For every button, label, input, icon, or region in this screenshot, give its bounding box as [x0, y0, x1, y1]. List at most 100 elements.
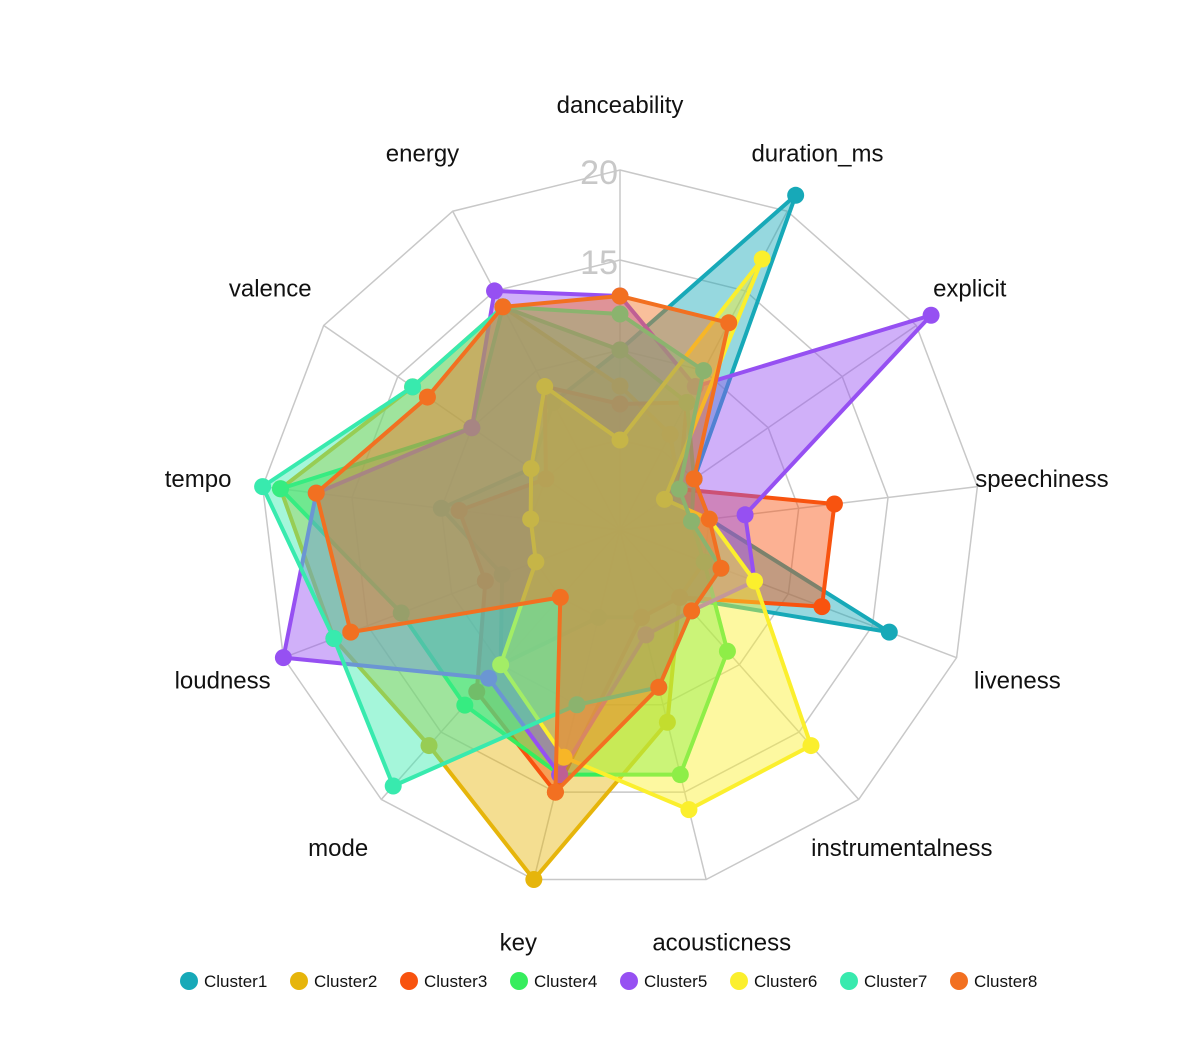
data-point: [527, 553, 545, 571]
axis-spoke: [619, 485, 978, 531]
legend-swatch: [290, 972, 308, 990]
data-point: [392, 604, 410, 622]
axis-label: valence: [229, 276, 312, 303]
series-cluster8: [307, 287, 738, 801]
axis-label: acousticness: [652, 930, 791, 957]
data-point: [418, 388, 436, 406]
data-point: [671, 588, 689, 606]
data-point: [802, 737, 820, 755]
data-point: [384, 777, 402, 795]
axis-label: tempo: [165, 466, 232, 493]
axis-label: loudness: [175, 668, 271, 695]
data-point: [537, 470, 555, 488]
legend-label: Cluster3: [424, 972, 487, 991]
data-point: [544, 393, 562, 411]
legend-item: Cluster7: [840, 972, 927, 991]
series-area: [281, 288, 934, 777]
legend-item: Cluster3: [400, 972, 487, 991]
data-point: [420, 737, 438, 755]
data-point: [536, 378, 554, 396]
series-cluster7: [254, 298, 730, 795]
data-point: [492, 656, 510, 674]
data-point: [633, 608, 651, 626]
axis-label: speechiness: [975, 466, 1108, 493]
data-point: [546, 783, 564, 801]
data-point: [493, 566, 511, 584]
axis-spoke: [619, 529, 860, 800]
legend-item: Cluster8: [950, 972, 1037, 991]
data-point: [682, 512, 700, 530]
data-point: [650, 678, 668, 696]
data-point: [271, 480, 289, 498]
data-point: [655, 490, 673, 508]
axis-spoke: [452, 210, 621, 531]
axis-label-layer: danceability duration_ms explicit speechine…: [165, 92, 1109, 957]
legend-layer: Cluster1 Cluster2 Cluster3 Cluster4 Cluster5…: [180, 972, 1037, 991]
data-point: [700, 510, 718, 528]
legend-swatch: [950, 972, 968, 990]
data-point: [555, 748, 573, 766]
data-point: [589, 608, 607, 626]
legend-item: Cluster5: [620, 972, 707, 991]
legend-item: Cluster4: [510, 972, 597, 991]
data-point: [325, 630, 343, 648]
axis-label: duration_ms: [751, 141, 883, 168]
legend-label: Cluster4: [534, 972, 597, 991]
legend-label: Cluster7: [864, 972, 927, 991]
data-point: [468, 683, 486, 701]
data-point: [670, 480, 688, 498]
data-point: [712, 559, 730, 577]
legend-label: Cluster5: [644, 972, 707, 991]
data-point: [680, 801, 698, 819]
data-point: [611, 395, 629, 413]
data-point: [404, 378, 422, 396]
data-point: [525, 871, 543, 889]
grid-ring: [261, 169, 979, 881]
data-point: [486, 282, 504, 300]
legend-label: Cluster6: [754, 972, 817, 991]
data-point: [611, 287, 629, 305]
legend-item: Cluster1: [180, 972, 267, 991]
data-point: [683, 602, 701, 620]
data-point: [695, 362, 713, 380]
data-point: [637, 626, 655, 644]
data-point: [522, 510, 540, 528]
series-layer: [254, 186, 940, 889]
data-point: [450, 501, 468, 519]
legend-swatch: [840, 972, 858, 990]
legend-label: Cluster8: [974, 972, 1037, 991]
data-point: [307, 484, 325, 502]
data-point: [922, 306, 940, 324]
data-point: [611, 341, 629, 359]
data-point: [658, 713, 676, 731]
data-point: [678, 393, 696, 411]
axis-label: explicit: [933, 276, 1007, 303]
data-point: [568, 696, 586, 714]
legend-label: Cluster1: [204, 972, 267, 991]
data-point: [685, 470, 703, 488]
data-point: [813, 598, 831, 616]
data-point: [746, 572, 764, 590]
grid-ring: [351, 259, 889, 793]
data-point: [432, 499, 450, 517]
data-point: [480, 669, 498, 687]
data-point: [720, 314, 738, 332]
data-point: [274, 649, 292, 667]
data-point: [787, 186, 805, 204]
axis-label: key: [500, 930, 537, 957]
axis-label: instrumentalness: [811, 835, 992, 862]
data-point: [494, 298, 512, 316]
data-point: [463, 419, 481, 437]
data-point: [661, 425, 679, 443]
legend-swatch: [620, 972, 638, 990]
data-point: [880, 623, 898, 641]
axis-label: mode: [308, 835, 368, 862]
tick-label: 20: [580, 154, 618, 192]
axis-label: energy: [386, 141, 459, 168]
data-point: [611, 431, 629, 449]
axis-label: danceability: [557, 92, 684, 119]
axis-spoke: [619, 529, 957, 659]
data-point: [611, 377, 629, 395]
